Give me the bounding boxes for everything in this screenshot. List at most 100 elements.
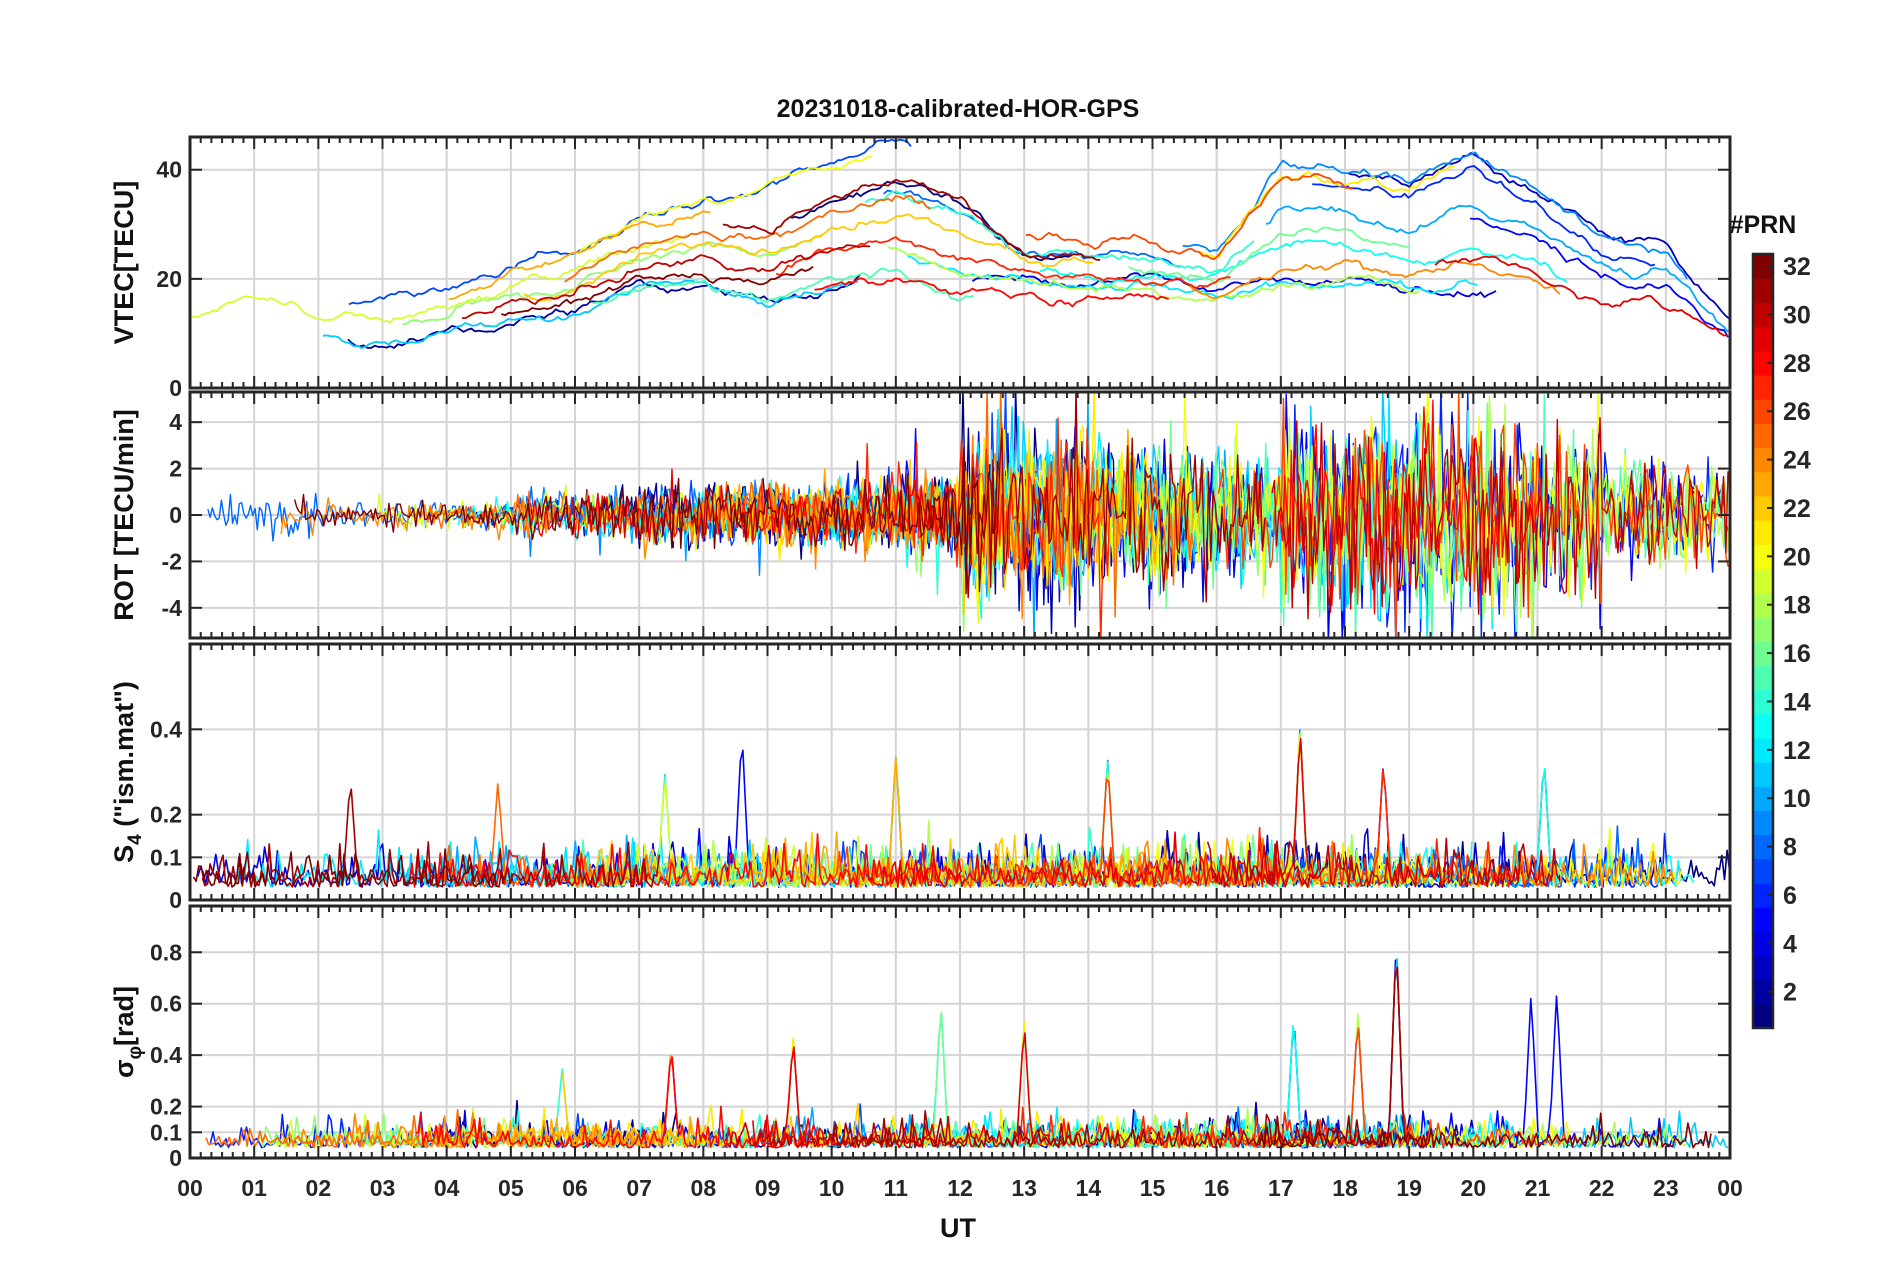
x-axis-label: UT — [940, 1213, 976, 1243]
y-tick-label: 20 — [156, 266, 182, 292]
colorbar-segment — [1753, 907, 1773, 932]
colorbar-segment — [1753, 786, 1773, 811]
vtec-series-prn22 — [523, 213, 1094, 302]
vtec-series-prn9 — [1182, 151, 1688, 280]
colorbar-segment — [1753, 858, 1773, 884]
colorbar-tick-label: 16 — [1783, 640, 1811, 668]
vtec-series-prn21 — [1199, 165, 1455, 259]
x-tick-label: 20 — [1461, 1175, 1487, 1201]
s4-series-prn29 — [866, 737, 1320, 888]
y-axis-label: σφ[rad] — [109, 986, 146, 1078]
y-axis-label-subscript: φ — [125, 1046, 146, 1060]
rot-series-prn31 — [916, 392, 1266, 603]
colorbar-tick-label: 10 — [1783, 785, 1811, 813]
x-tick-label: 23 — [1653, 1175, 1679, 1201]
x-tick-label: 02 — [306, 1175, 332, 1201]
colorbar-segment — [1753, 713, 1773, 739]
x-tick-label: 11 — [884, 1175, 909, 1201]
colorbar-segment — [1753, 447, 1773, 473]
s4-series-prn32 — [192, 842, 505, 888]
colorbar-segment — [1753, 326, 1773, 352]
colorbar-tick-label: 18 — [1783, 592, 1811, 620]
colorbar-segment — [1753, 641, 1773, 666]
vtec-series-prn10 — [1265, 204, 1729, 333]
colorbar-segment — [1753, 399, 1773, 424]
y-tick-label: 4 — [169, 409, 182, 435]
rot-series-prn30 — [1271, 417, 1729, 620]
colorbar-segment — [1753, 423, 1773, 449]
y-tick-label: 0.6 — [150, 991, 182, 1017]
x-tick-label: 07 — [626, 1175, 652, 1201]
panel-data — [207, 392, 1730, 638]
colorbar-tick-label: 30 — [1783, 301, 1811, 329]
vtec-series-prn31 — [722, 178, 1101, 261]
colorbar-segment — [1753, 254, 1773, 279]
colorbar-segment — [1753, 665, 1773, 690]
y-tick-label: 0.1 — [150, 844, 182, 870]
x-tick-label: 19 — [1396, 1175, 1422, 1201]
colorbar-segment — [1753, 1003, 1773, 1029]
colorbar-segment — [1753, 737, 1773, 763]
vtec-series-prn30 — [462, 244, 871, 319]
x-tick-label: 03 — [370, 1175, 396, 1201]
colorbar-tick-label: 12 — [1783, 737, 1811, 765]
colorbar-segment — [1753, 834, 1773, 860]
colorbar-title: #PRN — [1730, 211, 1797, 239]
rot-series-prn24 — [280, 422, 1032, 620]
y-tick-label: 40 — [156, 157, 182, 183]
sigma-phi-series-prn15 — [903, 1115, 1296, 1149]
colorbar-segment — [1753, 278, 1773, 303]
colorbar-segment — [1753, 544, 1773, 570]
y-axis-label-rest: [rad] — [109, 986, 139, 1046]
panel-frame — [188, 904, 1732, 1160]
x-tick-label: 12 — [947, 1175, 973, 1201]
x-tick-label: 17 — [1268, 1175, 1294, 1201]
y-tick-label: 0.8 — [150, 939, 182, 965]
colorbar-tick-label: 22 — [1783, 495, 1811, 523]
x-tick-label: 01 — [241, 1175, 267, 1201]
y-tick-label: 0 — [169, 502, 182, 528]
colorbar-segment — [1753, 882, 1773, 908]
colorbar-segment — [1753, 302, 1773, 328]
x-tick-label: 06 — [562, 1175, 588, 1201]
y-tick-label: 0 — [169, 375, 182, 401]
x-tick-label: 00 — [1717, 1175, 1743, 1201]
vtec-series-prn27 — [775, 236, 1231, 290]
panel-4: 00.10.20.40.60.8σφ[rad] — [109, 904, 1732, 1171]
y-tick-label: 0.2 — [150, 802, 182, 828]
sigma-phi-series-prn31 — [826, 966, 1429, 1149]
s4-series-prn31 — [201, 788, 661, 888]
x-tick-label: 13 — [1011, 1175, 1037, 1201]
x-tick-label: 09 — [755, 1175, 781, 1201]
panel-grid — [190, 644, 1730, 900]
x-tick-label: 05 — [498, 1175, 524, 1201]
vtec-series-prn5 — [1469, 217, 1729, 338]
vtec-series-prn28 — [814, 277, 1170, 308]
vtec-series-prn26 — [1025, 172, 1354, 261]
x-tick-label: 04 — [434, 1175, 460, 1201]
x-tick-label: 00 — [177, 1175, 203, 1201]
colorbar-segment — [1753, 955, 1773, 981]
vtec-series-prn32 — [501, 265, 814, 317]
y-axis-label: ROT [TECU/min] — [109, 409, 139, 620]
vtec-series-prn3 — [1347, 152, 1730, 320]
s4-series-prn26 — [821, 778, 1187, 889]
y-tick-label: 0.4 — [150, 716, 182, 742]
y-axis-label-main: S — [109, 845, 139, 863]
colorbar-tick-label: 14 — [1783, 688, 1811, 716]
vtec-series-prn25 — [564, 195, 931, 283]
panel-data — [190, 138, 1730, 350]
colorbar-segment — [1753, 689, 1773, 715]
colorbar-tick-label: 2 — [1783, 979, 1797, 1007]
panel-frame — [188, 642, 1732, 902]
vtec-series-prn16 — [1128, 226, 1410, 284]
y-tick-label: 0 — [169, 1145, 182, 1171]
colorbar-segment — [1753, 520, 1773, 545]
vtec-series-prn6 — [1312, 165, 1656, 267]
y-axis-label-main: σ — [109, 1060, 139, 1078]
colorbar-frame — [1751, 252, 1775, 1030]
y-tick-label: 2 — [169, 456, 182, 482]
